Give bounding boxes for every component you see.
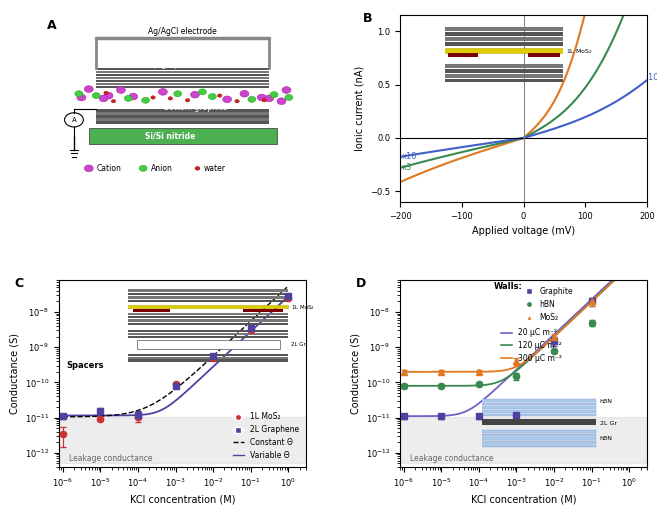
Circle shape [270,92,278,97]
Text: Spacers: Spacers [66,361,104,370]
Circle shape [151,96,155,99]
X-axis label: Applied voltage (mV): Applied voltage (mV) [472,226,575,236]
Text: Leakage conductance: Leakage conductance [70,453,153,463]
Circle shape [235,100,239,103]
Bar [96,83,269,85]
Text: Leakage conductance: Leakage conductance [411,453,494,463]
Bar [89,128,277,144]
Text: Ag/AgCl electrode: Ag/AgCl electrode [148,27,217,36]
Circle shape [104,92,113,99]
Bar [96,118,269,121]
Text: A: A [47,19,57,32]
Circle shape [282,87,291,93]
Bar [59,417,306,463]
Circle shape [258,94,266,101]
Circle shape [248,96,256,102]
Circle shape [84,165,93,172]
Bar [400,417,647,463]
Bar [96,74,269,76]
Bar [96,109,269,112]
Circle shape [277,98,286,105]
Text: Top graphite: Top graphite [147,61,194,69]
Text: x10: x10 [401,152,417,161]
Circle shape [158,89,168,95]
Text: Si/Si nitride: Si/Si nitride [145,132,195,141]
Text: x3: x3 [401,163,412,172]
Circle shape [217,94,222,97]
Circle shape [198,89,206,95]
Circle shape [195,167,200,170]
Bar [96,68,269,70]
X-axis label: KCl concentration (M): KCl concentration (M) [130,495,235,504]
X-axis label: KCl concentration (M): KCl concentration (M) [471,495,576,504]
Circle shape [223,96,231,103]
Legend: 20 µC m⁻², 120 µC m⁻², 300 µC m⁻²: 20 µC m⁻², 120 µC m⁻², 300 µC m⁻² [498,325,566,366]
Bar [96,121,269,124]
Circle shape [92,93,100,98]
Circle shape [168,97,173,100]
Text: Walls:: Walls: [494,282,523,291]
Circle shape [191,91,200,98]
Bar [96,80,269,82]
Circle shape [77,94,86,101]
Bar [96,77,269,79]
Text: A: A [72,117,76,123]
Text: C: C [14,277,24,289]
Circle shape [139,165,147,171]
Circle shape [262,98,267,102]
Circle shape [265,95,273,102]
Text: Anion: Anion [150,164,172,173]
Circle shape [142,97,150,103]
Circle shape [285,94,293,101]
Circle shape [185,98,190,102]
Text: Bottom graphite: Bottom graphite [164,103,227,112]
Circle shape [116,87,125,93]
Text: 10⁻³ M: 10⁻³ M [648,73,657,83]
Circle shape [240,90,249,97]
Circle shape [111,100,116,103]
Circle shape [84,86,93,92]
Legend: 1L MoS₂, 2L Graphene, Constant Θ, Variable Θ: 1L MoS₂, 2L Graphene, Constant Θ, Variab… [229,409,302,463]
Circle shape [75,91,83,97]
Bar [96,71,269,73]
Bar [96,86,269,88]
Text: Cation: Cation [96,164,121,173]
Circle shape [99,95,108,102]
Circle shape [173,91,182,97]
Circle shape [208,93,216,100]
Circle shape [124,95,132,102]
Text: B: B [363,12,373,25]
Text: D: D [355,277,366,289]
Bar [96,112,269,114]
Bar [96,115,269,117]
Text: water: water [204,164,225,173]
Y-axis label: Conductance (S): Conductance (S) [350,333,360,414]
Y-axis label: Ionic current (nA): Ionic current (nA) [355,66,365,151]
Y-axis label: Conductance (S): Conductance (S) [9,333,19,414]
Circle shape [104,91,108,94]
Circle shape [129,93,138,100]
